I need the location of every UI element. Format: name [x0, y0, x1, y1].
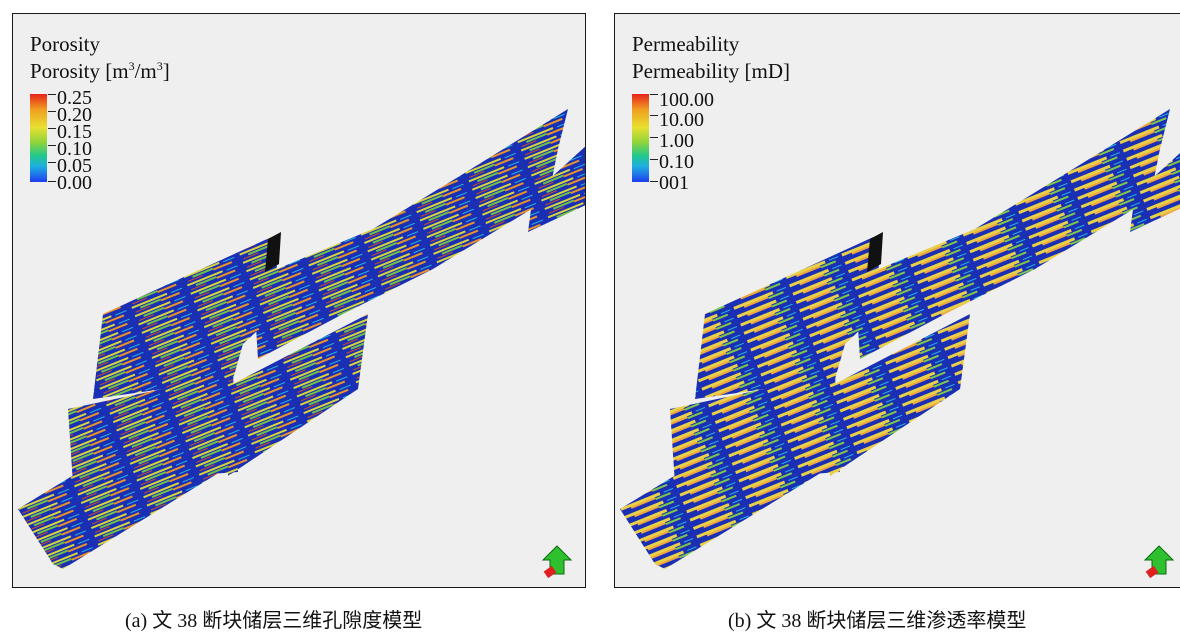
colorbar-label: 0.25	[57, 87, 92, 109]
colorbar-label: 0.00	[57, 172, 92, 194]
colorbar-label: 0.20	[57, 104, 92, 126]
permeability-panel: Permeability Permeability [mD] 100.00 10…	[614, 13, 1180, 588]
colorbar-tick	[650, 115, 658, 116]
colorbar-label: 001	[659, 172, 689, 194]
panel-subtitle: Permeability [mD]	[632, 59, 791, 83]
reservoir-block-main	[855, 109, 1170, 359]
colorbar-label: 0.05	[57, 155, 92, 177]
colorbar-label: 0.10	[57, 138, 92, 160]
colorbar-label: 0.10	[659, 151, 694, 173]
colorbar-label: 0.15	[57, 121, 92, 143]
panel-subtitle: Porosity [m3/m3]	[30, 59, 170, 83]
colorbar-label: 10.00	[659, 109, 704, 131]
colorbar-tick	[48, 111, 56, 112]
colorbar-tick	[48, 145, 56, 146]
porosity-panel: Porosity Porosity [m3/m3] 0.25 0.20 0.15…	[12, 13, 586, 588]
reservoir-block-mid-left	[68, 374, 238, 484]
panel-title: Porosity	[30, 32, 101, 56]
colorbar-tick	[48, 128, 56, 129]
reservoir-block-lower-middle	[223, 314, 368, 476]
colorbar-tick	[650, 137, 658, 138]
colorbar-tick	[48, 94, 56, 95]
colorbar-tick	[650, 94, 658, 95]
reservoir-block-right	[528, 146, 585, 232]
block-edge-shadow	[265, 232, 281, 272]
panel-title: Permeability	[632, 32, 740, 56]
colorbar	[632, 94, 649, 182]
reservoir-block-main	[253, 109, 568, 359]
colorbar-tick	[48, 181, 56, 182]
colorbar-tick	[48, 162, 56, 163]
porosity-model-view	[18, 109, 585, 579]
reservoir-block-upper-left	[93, 234, 278, 399]
colorbar-tick	[650, 159, 658, 160]
reservoir-block-upper-left	[695, 234, 880, 399]
colorbar-tick	[650, 181, 658, 182]
north-arrow-icon	[541, 545, 573, 579]
reservoir-block-right	[1130, 153, 1180, 232]
north-arrow-icon	[1143, 545, 1175, 579]
caption-porosity: (a) 文 38 断块储层三维孔隙度模型	[125, 610, 423, 632]
reservoir-block-mid-left	[670, 374, 840, 484]
permeability-model-view	[620, 109, 1180, 579]
caption-permeability: (b) 文 38 断块储层三维渗透率模型	[728, 610, 1027, 632]
colorbar-label: 1.00	[659, 130, 694, 152]
colorbar	[30, 94, 47, 182]
colorbar-label: 100.00	[659, 89, 714, 111]
block-edge-shadow	[867, 232, 883, 272]
reservoir-block-lower-middle	[825, 314, 970, 476]
